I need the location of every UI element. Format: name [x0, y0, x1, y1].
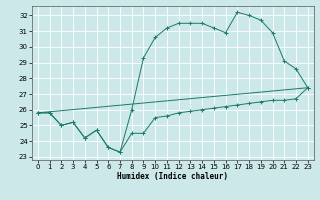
- X-axis label: Humidex (Indice chaleur): Humidex (Indice chaleur): [117, 172, 228, 181]
